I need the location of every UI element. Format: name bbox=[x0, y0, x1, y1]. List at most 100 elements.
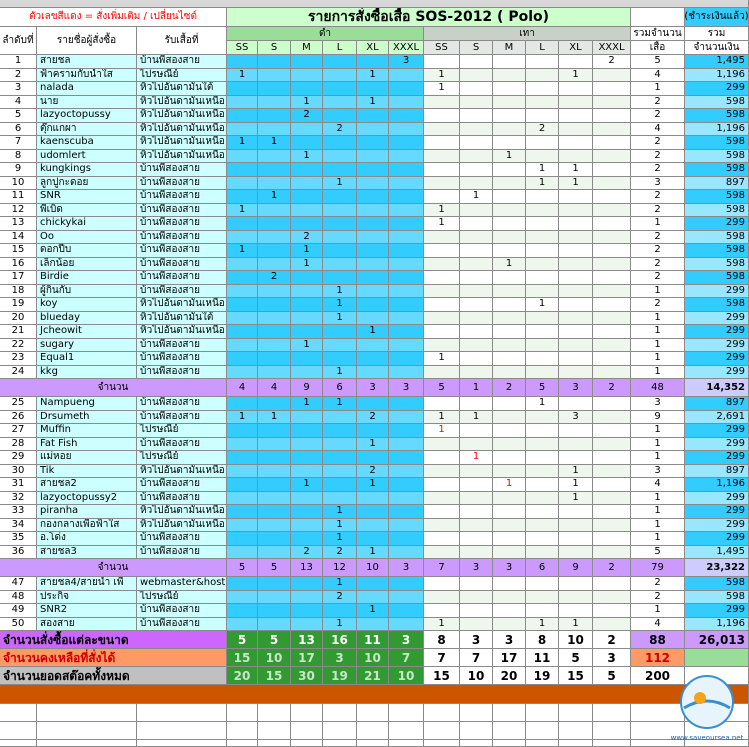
cell bbox=[593, 163, 631, 177]
empty-cell bbox=[227, 740, 258, 747]
cell: 1,196 bbox=[685, 122, 749, 136]
cell bbox=[389, 325, 424, 339]
cell bbox=[291, 122, 323, 136]
cell bbox=[291, 82, 323, 96]
total-cell: 20 bbox=[493, 667, 526, 685]
cell: 1 bbox=[323, 577, 357, 591]
cell bbox=[493, 68, 526, 82]
cell: 1 bbox=[323, 284, 357, 298]
cell bbox=[357, 491, 389, 505]
cell bbox=[559, 217, 593, 231]
empty-cell bbox=[291, 704, 323, 722]
empty-cell bbox=[593, 740, 631, 747]
cell bbox=[291, 464, 323, 478]
cell: webmaster&host bbox=[137, 577, 227, 591]
cell bbox=[323, 244, 357, 258]
cell bbox=[460, 109, 493, 123]
customer-name: lazyoctopussy bbox=[37, 109, 137, 123]
cell bbox=[227, 397, 258, 411]
cell: 1 bbox=[631, 284, 685, 298]
cell bbox=[291, 203, 323, 217]
cell: บ้านพี่สองสาย bbox=[137, 491, 227, 505]
summary-cell: 10 bbox=[357, 559, 389, 577]
cell: 299 bbox=[685, 451, 749, 465]
summary-cell: 9 bbox=[559, 559, 593, 577]
cell: 1 bbox=[424, 617, 460, 631]
cell: 5 bbox=[631, 55, 685, 69]
cell: ไปรษณีย์ bbox=[137, 590, 227, 604]
cell bbox=[460, 325, 493, 339]
cell: 1 bbox=[323, 617, 357, 631]
cell bbox=[227, 82, 258, 96]
empty-cell bbox=[323, 740, 357, 747]
cell bbox=[389, 298, 424, 312]
cell bbox=[424, 518, 460, 532]
cell bbox=[460, 68, 493, 82]
customer-name: Jcheowit bbox=[37, 325, 137, 339]
cell bbox=[493, 109, 526, 123]
cell bbox=[593, 590, 631, 604]
cell bbox=[526, 410, 559, 424]
cell bbox=[357, 176, 389, 190]
cell bbox=[258, 55, 291, 69]
cell: 31 bbox=[0, 478, 37, 492]
cell: 1 bbox=[526, 617, 559, 631]
cell: 598 bbox=[685, 577, 749, 591]
band bbox=[0, 685, 749, 704]
cell: 1 bbox=[424, 352, 460, 366]
cell bbox=[424, 149, 460, 163]
cell: 3 bbox=[389, 55, 424, 69]
cell bbox=[559, 437, 593, 451]
cell bbox=[258, 149, 291, 163]
cell: 1 bbox=[323, 532, 357, 546]
customer-name: koy bbox=[37, 298, 137, 312]
summary-cell: 2 bbox=[493, 379, 526, 397]
cell: 1 bbox=[631, 451, 685, 465]
cell: 1 bbox=[291, 397, 323, 411]
cell bbox=[424, 176, 460, 190]
cell bbox=[227, 352, 258, 366]
cell: 1,495 bbox=[685, 545, 749, 559]
cell bbox=[291, 284, 323, 298]
cell bbox=[227, 122, 258, 136]
cell: 1 bbox=[559, 491, 593, 505]
cell bbox=[460, 505, 493, 519]
cell: หิ้วไปอันดามันใต้ bbox=[137, 82, 227, 96]
cell: ไปรษณีย์ bbox=[137, 451, 227, 465]
total-cell: 10 bbox=[357, 649, 389, 667]
total-cell: 7 bbox=[389, 649, 424, 667]
cell: หิ้วไปอันดามันเหนือ bbox=[137, 464, 227, 478]
cell: 598 bbox=[685, 271, 749, 285]
total-label: จำนวนสั่งซื้อแต่ละขนาด bbox=[0, 631, 227, 649]
header-no: ลำดับที่ bbox=[0, 27, 37, 55]
total-cell: 10 bbox=[559, 631, 593, 649]
cell: 2 bbox=[258, 271, 291, 285]
cell bbox=[559, 311, 593, 325]
empty-cell bbox=[526, 740, 559, 747]
cell: 598 bbox=[685, 230, 749, 244]
cell bbox=[258, 491, 291, 505]
cell bbox=[559, 397, 593, 411]
cell: 34 bbox=[0, 518, 37, 532]
cell: หิ้วไปอันดามันเหนือ bbox=[137, 122, 227, 136]
cell bbox=[323, 478, 357, 492]
cell bbox=[460, 577, 493, 591]
cell bbox=[526, 464, 559, 478]
cell: 6 bbox=[0, 122, 37, 136]
cell: 5 bbox=[631, 545, 685, 559]
cell: 10 bbox=[0, 176, 37, 190]
cell bbox=[526, 203, 559, 217]
cell: 1 bbox=[631, 311, 685, 325]
cell bbox=[493, 464, 526, 478]
cell bbox=[357, 352, 389, 366]
cell bbox=[323, 410, 357, 424]
cell: บ้านพี่สองสาย bbox=[137, 230, 227, 244]
empty-cell bbox=[493, 740, 526, 747]
cell bbox=[389, 136, 424, 150]
cell: 1 bbox=[291, 149, 323, 163]
blank bbox=[631, 8, 685, 27]
cell: 1,196 bbox=[685, 478, 749, 492]
cell bbox=[357, 397, 389, 411]
cell bbox=[424, 590, 460, 604]
cell: 1 bbox=[526, 163, 559, 177]
